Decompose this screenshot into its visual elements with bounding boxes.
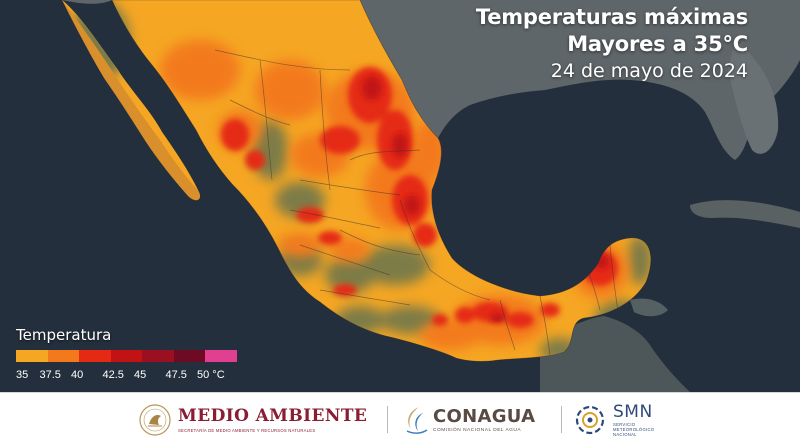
legend-ticks: 35 37.5 40 42.5 45 47.5 50 °C [12, 369, 237, 385]
temperature-legend: Temperatura 35 37.5 40 42.5 45 47.5 50 °C [12, 326, 237, 385]
medio-ambiente-logo: MEDIO AMBIENTE SECRETARÍA DE MEDIO AMBIE… [138, 393, 367, 445]
legend-tick-label: 40 [71, 369, 84, 381]
legend-tick-label: 37.5 [39, 369, 61, 381]
conagua-logo-icon [406, 406, 428, 434]
conagua-subtitle: COMISIÓN NACIONAL DEL AGUA [433, 428, 522, 433]
conagua-name: CONAGUA [433, 406, 536, 427]
temperature-map [0, 0, 800, 392]
legend-tick-label: 42.5 [102, 369, 124, 381]
legend-tick-label: 47.5 [165, 369, 187, 381]
title-block: Temperaturas máximas Mayores a 35°C 24 d… [476, 4, 748, 85]
legend-swatch [173, 350, 205, 362]
smn-subtitle-1: SERVICIO [613, 422, 636, 427]
page-subtitle: Mayores a 35°C [567, 32, 748, 56]
legend-swatch [47, 350, 79, 362]
conagua-logo: CONAGUA COMISIÓN NACIONAL DEL AGUA [401, 393, 535, 445]
legend-swatch [205, 350, 237, 362]
legend-tick-label: 45 [134, 369, 147, 381]
legend-swatch [142, 350, 174, 362]
coat-of-arms-icon [139, 403, 171, 436]
medio-ambiente-name: MEDIO AMBIENTE [178, 406, 368, 426]
legend-tick-label: 50 °C [197, 369, 225, 381]
medio-ambiente-subtitle: SECRETARÍA DE MEDIO AMBIENTE Y RECURSOS … [178, 428, 316, 433]
footer-separator [387, 406, 388, 433]
footer-logos: MEDIO AMBIENTE SECRETARÍA DE MEDIO AMBIE… [0, 392, 800, 445]
legend-swatch [79, 350, 111, 362]
smn-name: SMN [613, 402, 653, 422]
smn-logo: SMN SERVICIO METEOROLÓGICO NACIONAL [574, 393, 654, 445]
footer-separator [561, 406, 562, 433]
smn-logo-icon [575, 405, 605, 434]
legend-tick-label: 35 [16, 369, 29, 381]
legend-swatch [110, 350, 142, 362]
legend-swatch [16, 350, 48, 362]
page-title: Temperaturas máximas [475, 5, 748, 29]
legend-color-bar [16, 350, 237, 362]
legend-title: Temperatura [16, 326, 112, 344]
map-date: 24 de mayo de 2024 [550, 60, 748, 82]
smn-subtitle-2: METEOROLÓGICO [613, 427, 655, 432]
smn-subtitle-3: NACIONAL [613, 432, 637, 437]
